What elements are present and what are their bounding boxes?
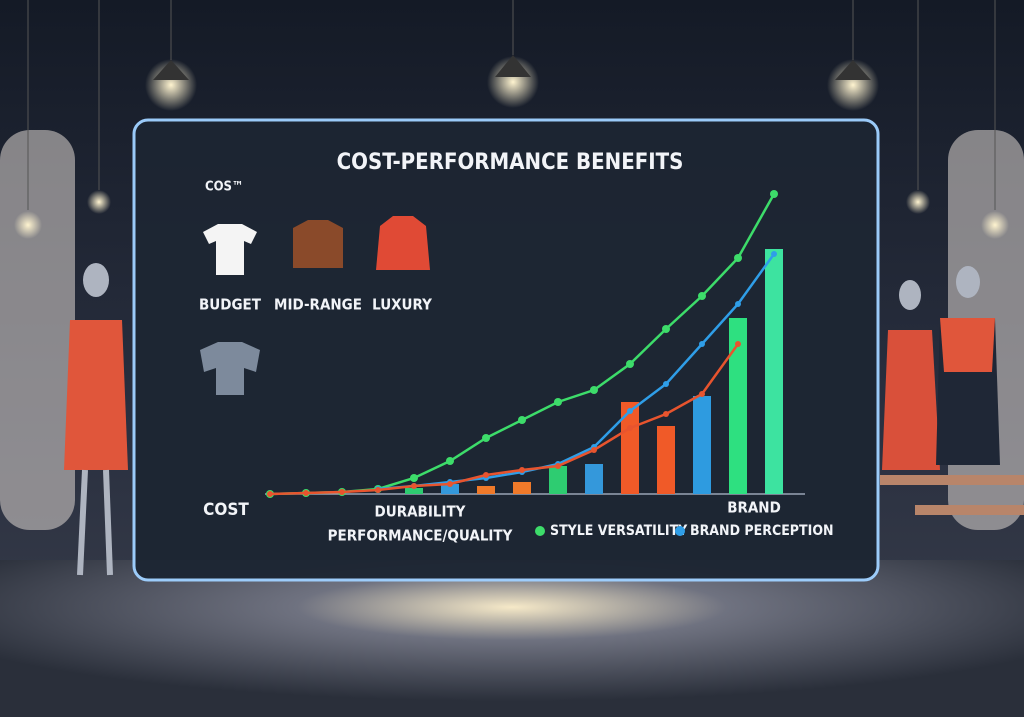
line-point xyxy=(626,360,634,368)
line-point xyxy=(303,490,309,496)
bar xyxy=(585,464,603,494)
line-point xyxy=(339,489,345,495)
tier-label: LUXURY xyxy=(372,296,432,314)
corner-label: COS™ xyxy=(205,180,244,195)
line-point xyxy=(770,190,778,198)
line-point xyxy=(662,325,670,333)
line-point xyxy=(627,408,633,414)
line-point xyxy=(735,341,741,347)
line-point xyxy=(627,425,633,431)
line-point xyxy=(590,386,598,394)
bar xyxy=(549,466,567,494)
line-point xyxy=(699,341,705,347)
line-point xyxy=(554,398,562,406)
line-point xyxy=(519,467,525,473)
mannequins-right xyxy=(880,266,1024,515)
x-axis-label: PERFORMANCE/QUALITY xyxy=(328,527,513,545)
line-point xyxy=(410,474,418,482)
bar xyxy=(729,318,747,494)
line-point xyxy=(698,292,706,300)
mannequin-left xyxy=(64,263,128,576)
legend-swatch xyxy=(675,526,685,536)
line-point xyxy=(518,416,526,424)
tier-label: MID-RANGE xyxy=(274,296,362,314)
line-point xyxy=(734,254,742,262)
line-point xyxy=(375,487,381,493)
line-point xyxy=(483,472,489,478)
line-point xyxy=(482,434,490,442)
line-point xyxy=(446,457,454,465)
line-point xyxy=(663,411,669,417)
bar xyxy=(693,396,711,494)
line xyxy=(377,253,776,491)
lamps xyxy=(14,0,1009,239)
line-point xyxy=(699,391,705,397)
y-axis-label: COST xyxy=(203,500,249,520)
end-label: BRAND xyxy=(727,499,781,517)
line-point xyxy=(411,483,417,489)
line xyxy=(269,343,740,496)
chart-title: COST-PERFORMANCE BENEFITS xyxy=(337,150,684,175)
bar xyxy=(657,426,675,494)
tier-icons xyxy=(200,216,430,395)
bar xyxy=(405,488,423,494)
line-point xyxy=(663,381,669,387)
floor xyxy=(0,560,1024,717)
line-point xyxy=(735,301,741,307)
legend-label: STYLE VERSATILITY xyxy=(550,523,688,539)
wall-arch xyxy=(0,130,75,530)
bar xyxy=(513,482,531,494)
x-axis-label: DURABILITY xyxy=(375,503,466,521)
line-point xyxy=(555,463,561,469)
tier-label: BUDGET xyxy=(199,296,262,314)
legend-label: BRAND PERCEPTION xyxy=(690,523,834,539)
bar xyxy=(441,484,459,494)
line-point xyxy=(447,481,453,487)
line-point xyxy=(267,491,273,497)
legend-swatch xyxy=(535,526,545,536)
bar xyxy=(765,249,783,494)
line-point xyxy=(591,447,597,453)
bar xyxy=(477,486,495,494)
line-point xyxy=(771,251,777,257)
